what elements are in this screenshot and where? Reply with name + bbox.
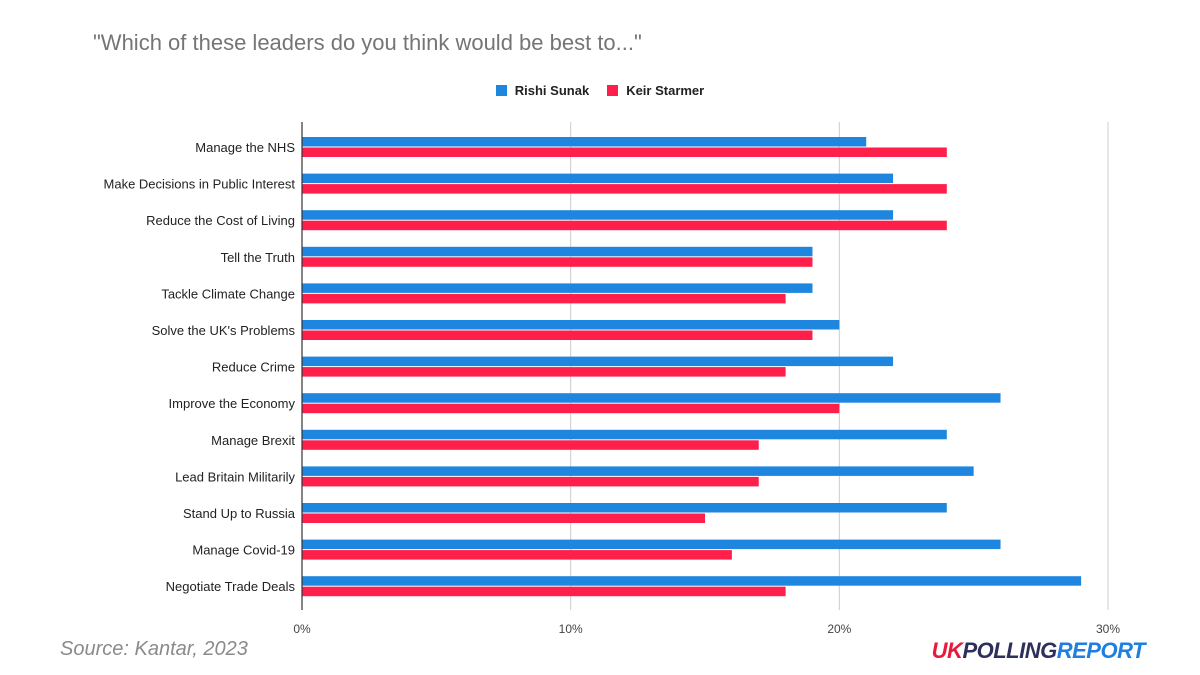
- bar-keir-starmer: [302, 257, 813, 267]
- x-tick-label: 10%: [559, 622, 583, 636]
- bar-rishi-sunak: [302, 539, 1001, 550]
- chart-legend: Rishi Sunak Keir Starmer: [0, 83, 1200, 98]
- chart-title: "Which of these leaders do you think wou…: [93, 30, 642, 55]
- bar-rishi-sunak: [302, 173, 894, 184]
- bar-rishi-sunak: [302, 466, 974, 476]
- bar-rishi-sunak: [302, 393, 1001, 403]
- bar-rishi-sunak: [302, 576, 1082, 586]
- x-tick-label: 20%: [827, 622, 851, 636]
- bar-rishi-sunak: [302, 210, 894, 220]
- bar-rishi-sunak: [302, 356, 894, 367]
- category-label: Reduce the Cost of Living: [146, 213, 295, 228]
- category-label: Tell the Truth: [221, 250, 295, 265]
- logo-report: REPORT: [1056, 638, 1146, 663]
- bar-rishi-sunak: [302, 283, 813, 293]
- logo-uk: UK: [931, 638, 963, 663]
- bar-keir-starmer: [302, 330, 813, 340]
- source-note: Source: Kantar, 2023: [60, 638, 248, 660]
- category-label: Solve the UK's Problems: [152, 323, 296, 338]
- bar-rishi-sunak: [302, 137, 867, 147]
- category-label: Manage the NHS: [195, 140, 295, 155]
- category-label: Make Decisions in Public Interest: [104, 177, 296, 192]
- bar-rishi-sunak: [302, 503, 947, 513]
- legend-swatch-rishi-sunak: [495, 85, 507, 96]
- bar-rishi-sunak: [302, 320, 840, 330]
- legend-item-rishi-sunak: Rishi Sunak: [495, 83, 590, 98]
- category-label: Reduce Crime: [212, 360, 295, 375]
- bar-keir-starmer: [302, 403, 840, 414]
- category-label: Manage Brexit: [211, 433, 295, 448]
- bar-keir-starmer: [302, 586, 786, 597]
- bar-keir-starmer: [302, 513, 705, 523]
- category-label: Improve the Economy: [169, 396, 296, 411]
- bar-keir-starmer: [302, 440, 759, 450]
- bar-keir-starmer: [302, 220, 947, 231]
- bar-keir-starmer: [302, 550, 732, 560]
- bar-keir-starmer: [302, 293, 786, 304]
- legend-label-rishi-sunak: Rishi Sunak: [514, 83, 590, 98]
- x-tick-label: 0%: [293, 622, 311, 636]
- category-label: Stand Up to Russia: [183, 506, 296, 521]
- category-label: Negotiate Trade Deals: [166, 579, 296, 594]
- bar-keir-starmer: [302, 476, 759, 487]
- bar-keir-starmer: [302, 367, 786, 377]
- logo-polling: POLLING: [962, 638, 1057, 663]
- category-label: Manage Covid-19: [192, 543, 295, 558]
- legend-swatch-keir-starmer: [607, 85, 619, 96]
- bar-rishi-sunak: [302, 246, 813, 257]
- legend-item-keir-starmer: Keir Starmer: [607, 83, 704, 98]
- category-label: Tackle Climate Change: [161, 286, 295, 301]
- legend-label-keir-starmer: Keir Starmer: [626, 83, 705, 98]
- bar-keir-starmer: [302, 184, 947, 194]
- bar-rishi-sunak: [302, 429, 947, 440]
- bar-keir-starmer: [302, 147, 947, 157]
- category-label: Lead Britain Militarily: [175, 469, 295, 484]
- ukpollingreport-logo: UKPOLLINGREPORT: [931, 638, 1146, 664]
- x-tick-label: 30%: [1096, 622, 1120, 636]
